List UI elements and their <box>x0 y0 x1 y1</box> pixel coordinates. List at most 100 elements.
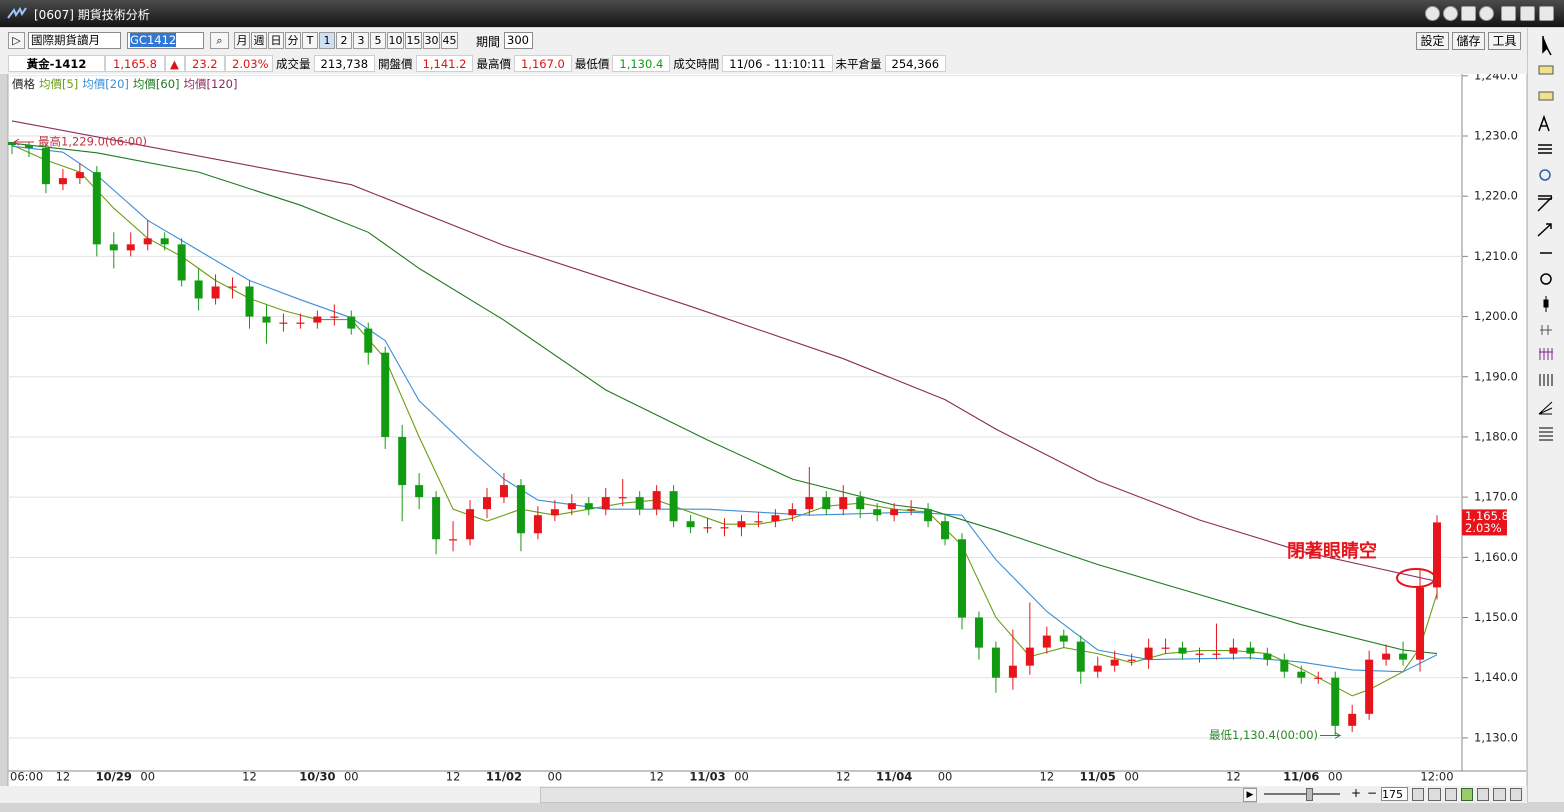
tool-button[interactable]: 工具 <box>1488 32 1521 50</box>
candle-body <box>1246 647 1255 654</box>
period-button[interactable]: 45 <box>441 32 458 49</box>
maximize-button[interactable] <box>1520 6 1535 21</box>
symbol-input[interactable]: GC1412 <box>127 32 204 49</box>
legend-label: 價格 <box>12 77 35 91</box>
legend-entry: 均價[20] <box>82 77 129 91</box>
tool-trendline[interactable] <box>1537 196 1553 212</box>
zoom-thumb[interactable] <box>1306 788 1313 801</box>
y-tick-label: 1,140.0 <box>1474 670 1518 684</box>
nav-first[interactable] <box>1412 788 1425 801</box>
period-button[interactable]: 15 <box>405 32 422 49</box>
export[interactable] <box>1460 788 1474 801</box>
title-bar: [0607] 期貨技術分析 <box>0 0 1564 27</box>
candle-body <box>550 509 559 516</box>
x-tick-label: 12 <box>649 770 664 784</box>
tool-period[interactable] <box>1540 325 1552 335</box>
last-change-label: 2.03% <box>1465 521 1502 535</box>
close-button[interactable] <box>1539 6 1554 21</box>
play-button[interactable]: ▷ <box>8 32 25 49</box>
period-button[interactable]: T <box>302 32 318 49</box>
nav-last[interactable] <box>1444 788 1457 801</box>
candle-body <box>686 521 695 528</box>
candle-body <box>24 145 33 149</box>
tool-fan[interactable] <box>1538 401 1553 415</box>
quote-last: 1,165.8 <box>105 55 165 72</box>
tool-circle[interactable] <box>1540 273 1552 285</box>
quote-fields: 成交量 213,738 開盤價 1,141.2 最高價 1,167.0 最低價 1,130.4… <box>273 55 947 72</box>
settings[interactable] <box>1509 788 1522 801</box>
period-button[interactable]: 月 <box>234 32 250 49</box>
tool-text[interactable] <box>1538 114 1550 132</box>
candle-body <box>1348 713 1357 726</box>
x-tick-label: 12:00 <box>1420 770 1453 784</box>
x-tick-label: 00 <box>1328 770 1343 784</box>
link-button[interactable] <box>1425 6 1440 21</box>
zoom-slider[interactable] <box>1264 793 1340 795</box>
candle-body <box>245 286 254 317</box>
zoom-in[interactable]: + <box>1351 786 1362 800</box>
candle-body <box>1195 653 1204 655</box>
period-input[interactable]: 300 <box>504 32 533 49</box>
search-button[interactable]: ⌕ <box>210 32 229 49</box>
period-button[interactable]: 週 <box>251 32 267 49</box>
tool-button[interactable]: 儲存 <box>1452 32 1485 50</box>
candle-body <box>669 491 678 522</box>
candle-body <box>1263 653 1272 660</box>
plot-area <box>8 74 1462 786</box>
period-button[interactable]: 30 <box>423 32 440 49</box>
period-button[interactable]: 2 <box>336 32 352 49</box>
note-annotation: 閉著眼睛空 <box>1287 540 1377 562</box>
period-button[interactable]: 1 <box>319 32 335 49</box>
print[interactable] <box>1493 788 1506 801</box>
tool-cycle[interactable] <box>1539 348 1553 360</box>
scroll-track[interactable] <box>540 787 1257 803</box>
x-tick-label: 12 <box>836 770 851 784</box>
x-tick-label: 06:00 <box>10 770 43 784</box>
capture[interactable] <box>1477 788 1490 801</box>
high-annotation: 最高1,229.0(06:00) <box>38 135 147 149</box>
tool-candle[interactable] <box>1543 296 1549 312</box>
tool-eraser[interactable] <box>1538 65 1554 75</box>
candle-body <box>941 521 950 540</box>
zoom-value[interactable]: 175 <box>1381 787 1408 801</box>
period-button[interactable]: 10 <box>387 32 404 49</box>
quote-label: 成交時間 <box>673 57 720 71</box>
tool-eraser-all[interactable] <box>1538 91 1554 101</box>
info-button[interactable] <box>1443 6 1458 21</box>
candle-body <box>483 497 491 510</box>
tool-arrow[interactable] <box>1537 223 1552 237</box>
symbol-text: GC1412 <box>130 33 177 47</box>
scroll-right[interactable]: ▶ <box>1243 788 1257 802</box>
tool-fib[interactable] <box>1539 169 1551 181</box>
candle-body <box>635 497 644 510</box>
candle-body <box>907 509 916 511</box>
x-tick-label: 00 <box>1124 770 1139 784</box>
help-button[interactable] <box>1479 6 1494 21</box>
period-button[interactable]: 3 <box>353 32 369 49</box>
period-button[interactable]: 5 <box>370 32 386 49</box>
tool-grid[interactable] <box>1539 427 1553 441</box>
candle-body <box>466 509 475 540</box>
x-tick-label: 11/05 <box>1080 770 1116 784</box>
ma-line <box>11 120 1438 582</box>
tool-vlines[interactable] <box>1539 374 1553 386</box>
tool-lines[interactable] <box>1538 144 1552 154</box>
nav-stop[interactable] <box>1428 788 1441 801</box>
period-button[interactable]: 分 <box>285 32 301 49</box>
quote-change-pct: 2.03% <box>225 55 273 72</box>
legend-entry: 均價[60] <box>133 77 180 91</box>
x-tick-label: 12 <box>1040 770 1055 784</box>
print-button[interactable] <box>1461 6 1476 21</box>
minimize-button[interactable] <box>1501 6 1516 21</box>
market-select[interactable]: 國際期貨讀月 <box>28 32 121 49</box>
tool-button[interactable]: 設定 <box>1416 32 1449 50</box>
candle-body <box>1433 522 1441 588</box>
candle-body <box>991 647 1000 678</box>
period-button[interactable]: 日 <box>268 32 284 49</box>
tool-pointer[interactable] <box>1542 36 1552 56</box>
zoom-out[interactable]: − <box>1367 786 1378 800</box>
y-tick-label: 1,210.0 <box>1474 249 1518 263</box>
candle-body <box>1416 587 1425 660</box>
x-tick-label: 12 <box>446 770 461 784</box>
